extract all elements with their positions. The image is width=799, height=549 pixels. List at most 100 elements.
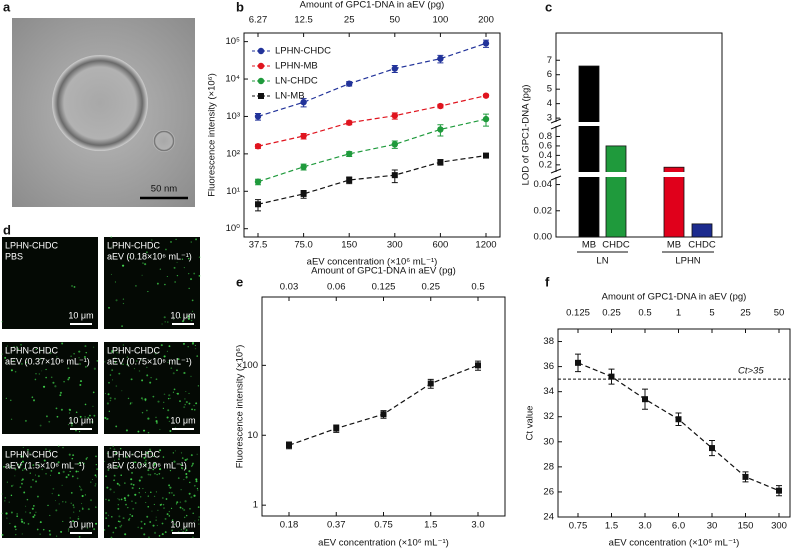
marker xyxy=(301,191,307,197)
fluorescent-dot xyxy=(96,468,98,470)
fluorescent-dot xyxy=(118,484,120,486)
fluorescent-dot xyxy=(107,402,109,404)
fluorescent-dot xyxy=(139,492,140,493)
fluorescent-dot xyxy=(145,502,146,503)
fluorescent-dot xyxy=(110,236,112,238)
fluorescent-dot xyxy=(194,409,196,411)
fluorescent-dot xyxy=(167,351,168,352)
fluorescent-dot xyxy=(188,273,189,274)
fluorescent-dot xyxy=(56,536,57,537)
chart: cMBCHDCMBCHDCLNLPHN0.000.020.040.20.40.6… xyxy=(521,0,722,267)
fluorescent-dot xyxy=(80,380,82,382)
scale-bar-label: 10 μm xyxy=(170,519,195,529)
fit-line xyxy=(258,96,486,147)
chart: e1101000.180.370.751.53.00.030.060.1250.… xyxy=(235,266,505,549)
fluorescent-dot xyxy=(182,320,184,322)
fluorescent-dot xyxy=(188,346,189,347)
fluorescent-dot xyxy=(78,516,79,517)
fluorescent-dot xyxy=(177,262,178,263)
fluorescent-dot xyxy=(49,515,50,516)
fluorescent-dot xyxy=(198,506,200,508)
fluorescent-dot xyxy=(173,372,175,374)
fluorescent-dot xyxy=(149,382,151,384)
fluorescent-dot xyxy=(111,537,113,539)
x-tick-label: 0.37 xyxy=(327,520,346,531)
marker xyxy=(346,81,352,87)
y-tick-label: 36 xyxy=(543,361,554,372)
top-tick-label: 0.125 xyxy=(566,308,590,319)
fluorescent-dot xyxy=(183,479,184,480)
y-tick-label: 24 xyxy=(543,512,554,523)
fluorescent-dot xyxy=(123,517,125,519)
fluorescent-dot xyxy=(198,524,199,525)
panel-label: c xyxy=(545,0,552,14)
marker xyxy=(346,177,352,183)
fluorescent-dot xyxy=(86,352,87,353)
fluorescent-dot xyxy=(159,429,160,430)
fluorescent-dot xyxy=(112,379,113,380)
fluorescent-dot xyxy=(116,385,118,387)
x-tick-label: 600 xyxy=(432,240,448,251)
fluorescent-dot xyxy=(176,501,178,503)
fluorescent-dot xyxy=(171,367,173,369)
fluorescent-dot xyxy=(67,378,69,380)
fluorescent-dot xyxy=(80,489,82,491)
fluorescent-dot xyxy=(134,494,136,496)
fluorescent-dot xyxy=(5,512,7,514)
image-label: aEV (0.18×10⁶ mL⁻¹) xyxy=(107,251,192,261)
y-axis-title: Fluorescence intensity (×10⁶) xyxy=(207,73,218,197)
fluorescent-dot xyxy=(190,496,192,498)
y-tick-label: 10³ xyxy=(226,111,240,122)
fluorescent-dot xyxy=(79,486,80,487)
fluorescent-dot xyxy=(174,267,176,269)
fluorescent-dot xyxy=(47,505,48,506)
fluorescent-dot xyxy=(198,385,199,386)
fluorescent-dot xyxy=(169,345,171,347)
fluorescent-dot xyxy=(85,494,86,495)
legend-label: LN-MB xyxy=(275,91,305,102)
fluorescent-dot xyxy=(125,504,127,506)
fluorescent-dot xyxy=(75,470,77,472)
fluorescent-dot xyxy=(164,393,166,395)
fluorescent-dot xyxy=(148,474,150,476)
fluorescent-dot xyxy=(16,515,18,517)
fluorescent-dot xyxy=(63,381,65,383)
top-tick-label: 50 xyxy=(774,308,785,319)
top-tick-label: 50 xyxy=(390,15,401,26)
fluorescent-dot xyxy=(11,495,12,496)
fluorescent-dot xyxy=(57,416,59,418)
fluorescence-image: LPHN-CHDCaEV (1.5×10⁶ mL⁻¹)10 μm xyxy=(1,445,98,538)
fluorescent-dot xyxy=(45,369,46,370)
fluorescent-dot xyxy=(86,458,88,460)
marker xyxy=(676,416,682,422)
fluorescent-dot xyxy=(195,345,196,346)
fluorescent-dot xyxy=(162,533,164,535)
y-tick-label: 6 xyxy=(547,69,552,80)
fluorescent-dot xyxy=(132,508,134,510)
fluorescent-dot xyxy=(104,361,105,362)
fluorescent-dot xyxy=(96,476,97,477)
fit-line xyxy=(258,119,486,182)
fluorescent-dot xyxy=(43,529,45,531)
fluorescent-dot xyxy=(59,394,61,396)
fluorescent-dot xyxy=(184,404,186,406)
top-tick-label: 25 xyxy=(740,308,751,319)
small-vesicle xyxy=(153,130,175,152)
fluorescent-dot xyxy=(149,474,151,476)
fluorescent-dot xyxy=(117,483,119,485)
legend-label: LPHN-MB xyxy=(275,61,318,72)
fluorescent-dot xyxy=(145,492,146,493)
fluorescent-dot xyxy=(173,452,174,453)
fluorescent-dot xyxy=(142,488,143,489)
fluorescent-dot xyxy=(95,506,97,508)
fluorescent-dot xyxy=(65,501,66,502)
fluorescent-dot xyxy=(1,513,2,514)
top-tick-label: 0.25 xyxy=(602,308,621,319)
fluorescent-dot xyxy=(1,353,2,354)
fluorescent-dot xyxy=(115,282,116,283)
fluorescent-dot xyxy=(95,523,96,524)
fluorescent-dot xyxy=(25,420,27,422)
fluorescent-dot xyxy=(157,510,158,511)
fluorescent-dot xyxy=(128,519,130,521)
fluorescent-dot xyxy=(62,521,63,522)
